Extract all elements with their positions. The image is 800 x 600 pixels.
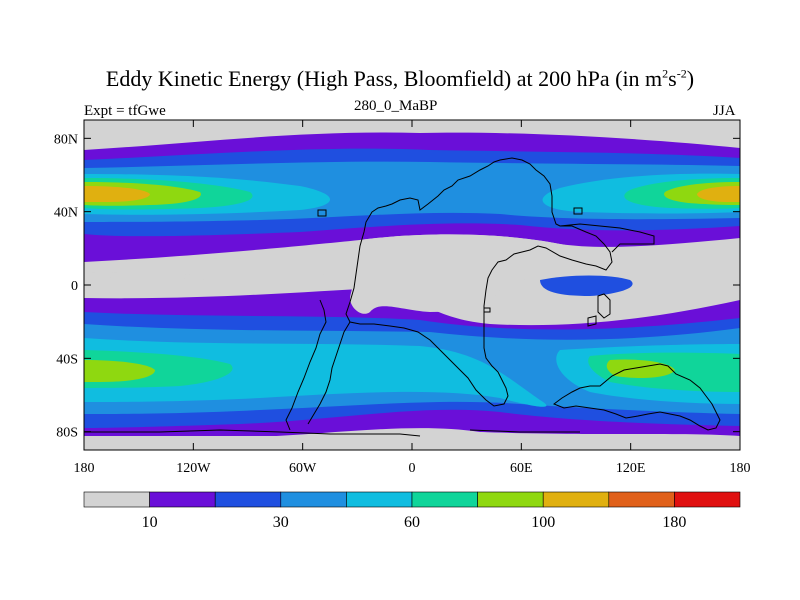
colorbar-label: 180 (662, 514, 686, 531)
outline-australia (552, 363, 721, 431)
contour-yg-south (84, 359, 675, 382)
colorbar-swatch (674, 491, 741, 508)
outline-americas-inner (307, 321, 351, 425)
lon-tick-label: 120E (616, 461, 646, 476)
title-text: Eddy Kinetic Energy (High Pass, Bloomfie… (105, 66, 663, 91)
colorbar-label: 10 (142, 514, 158, 531)
lat-tick-label: 40S (56, 352, 78, 367)
contour-blue-equator (540, 275, 633, 296)
outline-antarctica-edge (84, 429, 580, 437)
colorbar-swatch (346, 491, 413, 508)
colorbar-label: 60 (404, 514, 420, 531)
colorbar-swatch (83, 491, 150, 508)
title-unit-s: s (668, 66, 677, 91)
colorbar-label: 30 (273, 514, 289, 531)
lon-tick-label: 120W (176, 461, 211, 476)
lon-tick-label: 180 (74, 461, 95, 476)
colorbar: 10 30 60 100 180 (83, 491, 741, 531)
colorbar-swatch (608, 491, 675, 508)
chart-title: Eddy Kinetic Energy (High Pass, Bloomfie… (0, 66, 800, 92)
outline-americas-west (285, 299, 327, 431)
contour-green-north (84, 178, 740, 210)
lat-tick-label: 80S (56, 426, 78, 441)
colorbar-swatch (477, 491, 544, 508)
lon-tick-label: 60E (510, 461, 533, 476)
axes: 80N 40N 0 40S 80S 180 120W 60W 0 60E 120E 180 (54, 120, 751, 476)
lat-tick-label: 80N (54, 132, 78, 147)
lat-tick-label: 0 (71, 279, 78, 294)
contour-field (84, 120, 740, 450)
colorbar-swatch (542, 491, 610, 508)
contour-grey-central (350, 234, 608, 314)
continent-outlines (84, 157, 721, 437)
title-exp2: -2 (676, 66, 687, 81)
colorbar-label: 100 (531, 514, 555, 531)
outline-southeast-asia (587, 293, 611, 327)
lon-tick-label: 0 (409, 461, 416, 476)
contour-grey-south-notch (84, 432, 740, 450)
contour-grey-west (84, 257, 359, 294)
lon-tick-label: 60W (289, 461, 317, 476)
colorbar-swatch (411, 491, 478, 508)
contour-green-south (84, 350, 740, 392)
subtitle: 280_0_MaBP (354, 98, 438, 114)
title-suffix: ) (686, 66, 695, 91)
colorbar-swatch (149, 491, 216, 508)
title-exp1: 2 (662, 66, 669, 81)
contour-cyan-north (84, 173, 740, 215)
outline-eurasia-africa (345, 157, 613, 407)
lon-tick-label: 180 (730, 461, 751, 476)
contour-yg-north (84, 182, 740, 206)
lat-tick-label: 40N (54, 206, 78, 221)
outline-islands (317, 207, 583, 313)
contour-cyan-south (84, 338, 740, 407)
experiment-label: Expt = tfGwe (84, 103, 166, 119)
colorbar-swatch (280, 491, 347, 508)
colorbar-swatch (214, 491, 282, 508)
outline-europe-north (559, 223, 655, 253)
season-label: JJA (713, 103, 736, 119)
